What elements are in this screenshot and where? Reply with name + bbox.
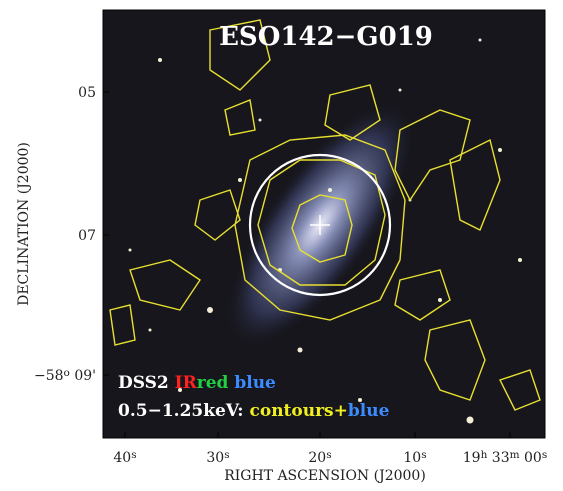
tick-part: 20 (308, 450, 326, 466)
y-tick-label: −58o 09' (34, 367, 96, 384)
legend-part: 0.5−1.25keV: (118, 401, 250, 421)
tick-part: 00 (520, 450, 542, 466)
tick-part: 09' (70, 368, 96, 384)
y-tick-label: 07 (78, 228, 96, 244)
legend-line: DSS2 IRred blue (118, 373, 276, 393)
tick-part: 30 (206, 450, 224, 466)
x-tick-label: 19h 33m 00s (463, 449, 547, 466)
tick-part: 40 (113, 450, 131, 466)
y-tick-label: 05 (78, 85, 96, 101)
tick-part: 07 (78, 228, 96, 244)
tick-part: 33 (487, 450, 509, 466)
legend-part: contours+ (250, 401, 348, 421)
x-axis-label: RIGHT ASCENSION (J2000) (224, 468, 426, 484)
legend-part: IR (175, 373, 198, 393)
legend-part: DSS2 (118, 373, 175, 393)
tick-part: 10 (403, 450, 421, 466)
y-tick-labels: 05 07 −58o 09' (34, 85, 96, 384)
legend-part: blue (348, 401, 390, 421)
tick-sup: s (421, 449, 426, 461)
legend-line: 0.5−1.25keV: contours+blue (118, 401, 390, 421)
tick-sup: s (224, 449, 229, 461)
tick-sup: s (131, 449, 136, 461)
tick-part: 19 (463, 450, 481, 466)
x-tick-label: 10s (403, 449, 426, 466)
title: ESO142−G019 (219, 22, 433, 52)
tick-sup: m (510, 449, 520, 461)
tick-part: −58 (34, 368, 64, 384)
x-tick-label: 20s (308, 449, 331, 466)
x-tick-label: 30s (206, 449, 229, 466)
tick-sup: s (542, 449, 547, 461)
legend-part: blue (228, 373, 276, 393)
tick-sup: s (326, 449, 331, 461)
legend-part: red (197, 373, 229, 393)
y-axis-label: DECLINATION (J2000) (16, 142, 32, 306)
tick-part: 05 (78, 85, 96, 101)
x-tick-label: 40s (113, 449, 136, 466)
figure: ESO142−G019 RIGHT ASCENSION (J2000) DECL… (0, 0, 563, 487)
